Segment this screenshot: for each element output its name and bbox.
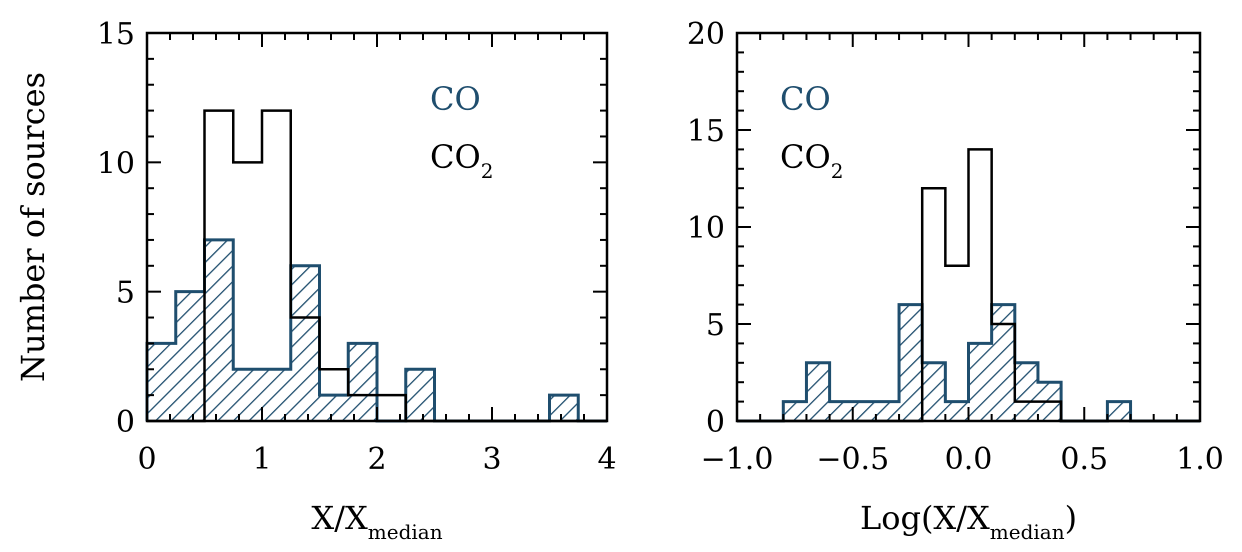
y-tick-label: 0 <box>116 405 135 440</box>
legend-co: CO <box>780 80 831 118</box>
y-axis-title: Number of sources <box>14 72 52 382</box>
legend-co2: CO2 <box>780 138 843 183</box>
x-tick-label: −0.5 <box>816 442 889 477</box>
x-axis-title: X/Xmedian <box>311 499 442 544</box>
x-tick-label: 3 <box>482 442 501 477</box>
x-tick-label: 0 <box>137 442 156 477</box>
y-tick-label: 10 <box>97 146 135 181</box>
x-tick-label: 2 <box>367 442 386 477</box>
x-tick-label: 1.0 <box>1176 442 1224 477</box>
y-tick-label: 15 <box>687 114 725 149</box>
co-hatch-fill <box>147 239 607 421</box>
y-tick-label: 15 <box>97 17 135 52</box>
y-tick-label: 5 <box>116 276 135 311</box>
x-tick-label: −1.0 <box>701 442 774 477</box>
panel-1: 0 1 2 3 4 0 5 10 15 X/Xmedian CO CO2 <box>97 17 617 544</box>
x-tick-label: 4 <box>597 442 616 477</box>
x-tick-label: 0.5 <box>1060 442 1108 477</box>
panel-2: −1.0 −0.5 0.0 0.5 1.0 0 5 10 15 20 Log(X/Xmedian) C… <box>687 17 1224 544</box>
y-tick-label: 20 <box>687 17 725 52</box>
legend-co: CO <box>430 80 481 118</box>
x-tick-label: 1 <box>252 442 271 477</box>
x-tick-label: 0.0 <box>945 442 993 477</box>
legend-co2: CO2 <box>430 138 493 183</box>
y-tick-label: 0 <box>706 405 725 440</box>
y-tick-label: 10 <box>687 211 725 246</box>
x-axis-title: Log(X/Xmedian) <box>860 499 1077 544</box>
y-tick-label: 5 <box>706 308 725 343</box>
co-histogram <box>737 303 1200 423</box>
